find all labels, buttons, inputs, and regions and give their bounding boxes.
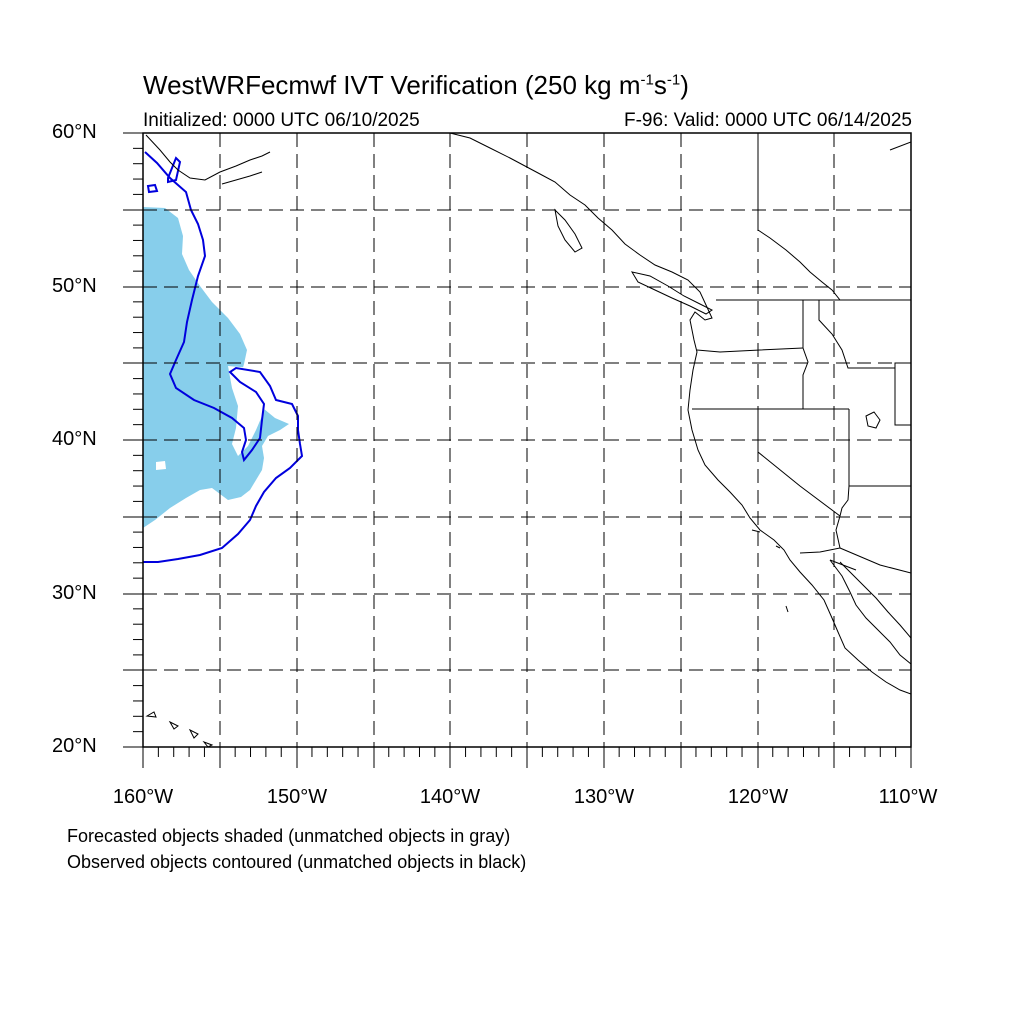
plot-frame <box>142 132 912 748</box>
state-border-icon <box>692 133 911 574</box>
graticule <box>143 133 911 747</box>
observed-object-contour <box>143 151 304 563</box>
lat-label-50n: 50°N <box>52 275 97 297</box>
forecast-note: Forecasted objects shaded (unmatched obj… <box>67 826 511 846</box>
lon-label-120w: 120°W <box>727 786 789 808</box>
lon-label-140w: 140°W <box>419 786 481 808</box>
lat-label-60n: 60°N <box>52 121 97 143</box>
axis-ticks <box>123 132 912 768</box>
lon-label-150w: 150°W <box>266 786 328 808</box>
forecast-object-shaded <box>143 207 289 528</box>
coastline-icon <box>145 133 911 747</box>
lon-label-110w: 110°W <box>878 786 938 808</box>
observed-note: Observed objects contoured (unmatched ob… <box>67 852 527 872</box>
lat-label-40n: 40°N <box>52 428 97 450</box>
minor-ticks <box>133 147 897 757</box>
map-title: WestWRFecmwf IVT Verification (250 kg m-… <box>143 70 689 100</box>
lon-label-130w: 130°W <box>573 786 635 808</box>
lon-label-160w: 160°W <box>112 786 174 808</box>
lat-label-30n: 30°N <box>52 582 97 604</box>
lat-label-20n: 20°N <box>52 735 97 757</box>
valid-time-label: F-96: Valid: 0000 UTC 06/14/2025 <box>624 110 912 131</box>
init-time-label: Initialized: 0000 UTC 06/10/2025 <box>143 110 420 131</box>
